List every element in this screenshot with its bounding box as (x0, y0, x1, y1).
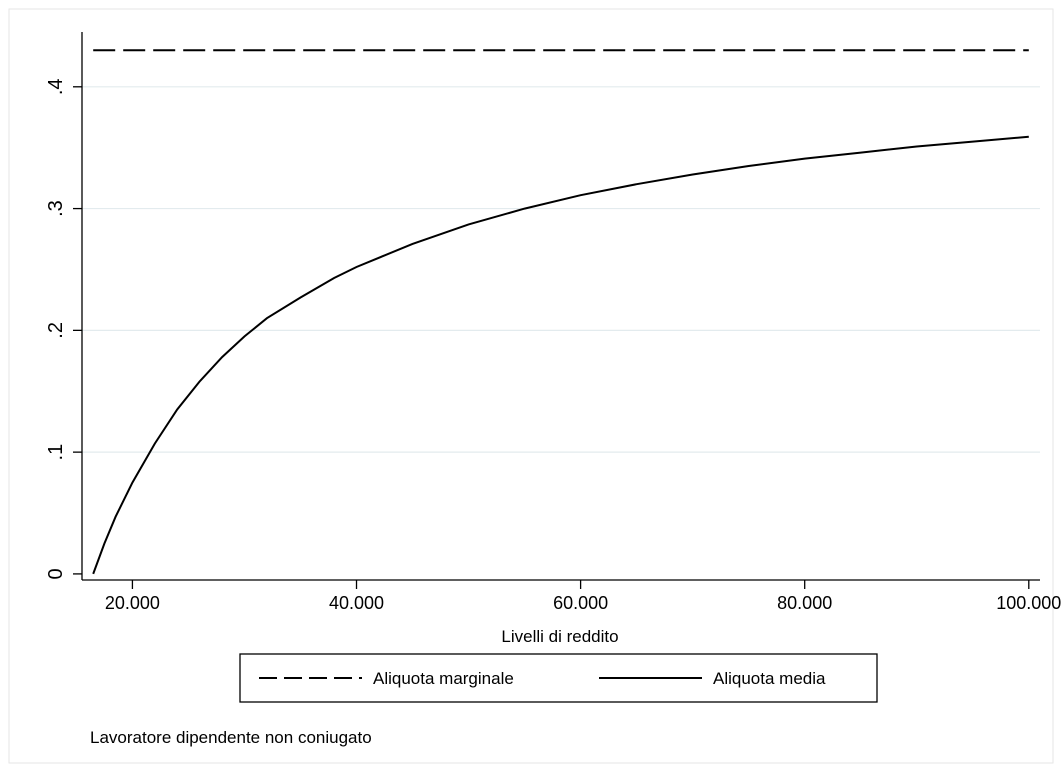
series-line-aliquota-media (92, 135, 1029, 575)
grid-lines (82, 86, 1040, 453)
y-tick-label-1: .1 (45, 444, 67, 461)
y-tick-label-2: .2 (45, 322, 67, 339)
x-tick-label-1: 40.000 (329, 593, 384, 613)
y-tick-label-4: .4 (45, 78, 67, 95)
legend: Aliquota marginale Aliquota media (239, 653, 878, 703)
y-tick-label-0: 0 (45, 568, 67, 579)
x-tick-label-0: 20.000 (105, 593, 160, 613)
plot-series (92, 49, 1029, 575)
x-axis-label: Livelli di reddito (501, 627, 618, 646)
outer-frame (8, 8, 1054, 764)
x-tick-label-2: 60.000 (553, 593, 608, 613)
axes: 0 .1 .2 .3 .4 20.000 40.000 60.000 80.000 100.000 (45, 32, 1061, 613)
x-tick-label-4: 100.000 (996, 593, 1061, 613)
legend-label-aliquota-marginale: Aliquota marginale (373, 669, 514, 688)
x-tick-label-3: 80.000 (777, 593, 832, 613)
legend-label-aliquota-media: Aliquota media (713, 669, 826, 688)
chart-note: Lavoratore dipendente non coniugato (90, 728, 372, 747)
y-tick-label-3: .3 (45, 200, 67, 217)
